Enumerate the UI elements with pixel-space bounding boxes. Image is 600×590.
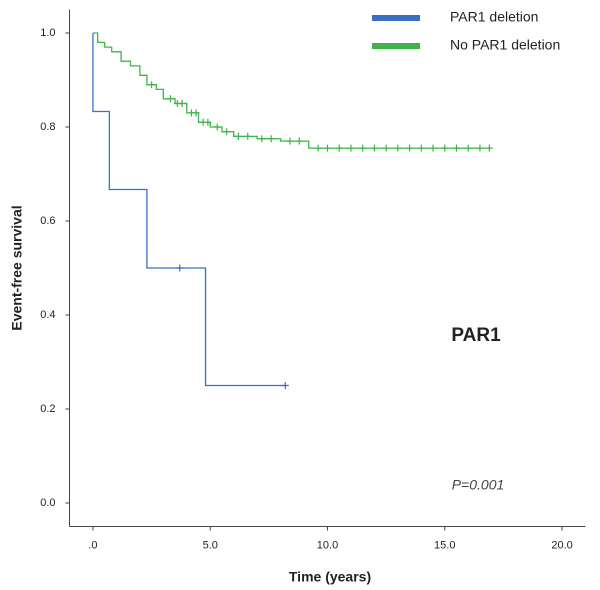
x-tick-label: .0 — [88, 539, 97, 551]
censor-mark — [417, 144, 425, 152]
censor-mark — [382, 144, 390, 152]
censor-mark — [453, 144, 460, 152]
censor-mark — [258, 135, 266, 143]
censor-mark — [234, 132, 242, 140]
censor-mark — [295, 137, 303, 145]
censor-mark — [441, 144, 449, 152]
censor-mark — [370, 144, 378, 152]
censor-mark — [406, 144, 414, 152]
censor-mark — [476, 144, 484, 152]
censor-mark — [347, 144, 355, 152]
x-tick-label: 5.0 — [203, 539, 218, 551]
censor-mark — [148, 81, 156, 89]
y-tick-label: 0.6 — [40, 215, 55, 227]
annotation: PAR1 — [451, 325, 501, 346]
survival-curve — [92, 32, 490, 149]
annotation: P=0.001 — [452, 477, 505, 493]
censor-mark — [213, 123, 221, 131]
y-tick-label: 0.4 — [40, 309, 55, 321]
y-tick-label: 0.2 — [40, 403, 55, 415]
censor-mark — [223, 128, 231, 136]
censor-mark — [281, 382, 289, 389]
censor-mark — [192, 109, 200, 117]
legend-label: No PAR1 deletion — [450, 37, 560, 53]
censor-mark — [178, 100, 186, 107]
censor-mark — [166, 95, 174, 103]
survival-curve — [92, 33, 286, 387]
x-tick-label: 10.0 — [317, 539, 338, 551]
legend-label: PAR1 deletion — [450, 9, 538, 25]
censor-mark — [335, 144, 343, 152]
censor-mark — [314, 144, 322, 152]
censor-mark — [176, 264, 184, 272]
y-axis-title: Event-free survival — [9, 205, 25, 330]
y-tick-label: 0.0 — [40, 497, 55, 509]
censor-mark — [359, 144, 367, 152]
censor-mark — [267, 135, 275, 143]
y-tick-label: 1.0 — [40, 27, 55, 39]
censor-mark — [244, 132, 252, 140]
censor-mark — [429, 144, 437, 152]
x-tick-label: 20.0 — [551, 539, 572, 551]
y-tick-label: 0.8 — [40, 121, 55, 133]
x-tick-label: 15.0 — [434, 539, 455, 551]
censor-mark — [464, 144, 472, 152]
censor-mark — [485, 144, 493, 152]
censor-mark — [394, 144, 402, 152]
censor-mark — [324, 144, 331, 152]
x-axis-title: Time (years) — [289, 569, 371, 585]
censor-mark — [286, 137, 294, 145]
censor-mark — [204, 118, 212, 126]
